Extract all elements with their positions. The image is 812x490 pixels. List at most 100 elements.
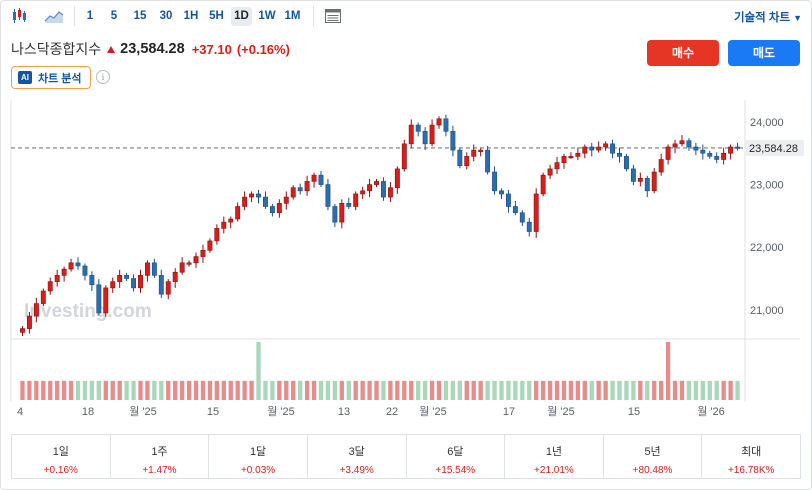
candle-body <box>75 262 81 267</box>
sell-button[interactable]: 매도 <box>728 40 800 66</box>
candle-body <box>582 146 588 154</box>
table-view-icon[interactable] <box>324 7 342 25</box>
tf-5[interactable]: 5 <box>110 10 118 22</box>
x-tick-label: 22 <box>386 406 398 418</box>
price-chart[interactable]: Investing.com 24,000 23,000 22,000 21,000 23,… <box>0 100 812 430</box>
volume-bar <box>728 380 733 400</box>
perf-3m[interactable]: 3달 +3.49% <box>308 435 407 478</box>
tf-5h[interactable]: 5H <box>209 10 224 22</box>
perf-label: 5년 <box>644 446 661 458</box>
x-tick-label: 18 <box>82 406 94 418</box>
volume-bar <box>388 380 393 400</box>
tf-30[interactable]: 30 <box>159 10 173 22</box>
tf-1[interactable]: 1 <box>86 10 94 22</box>
volume-bar <box>679 380 685 400</box>
perf-6m[interactable]: 6달 +15.54% <box>407 435 506 478</box>
candle-body <box>721 152 727 160</box>
volume-bar <box>721 380 726 400</box>
candle-body <box>311 174 317 182</box>
ai-badge: AI <box>18 71 32 84</box>
candle-body <box>381 181 386 198</box>
candle-body <box>401 143 407 170</box>
tf-1w[interactable]: 1W <box>258 10 276 22</box>
volume-bar <box>325 380 331 400</box>
volume-bar <box>55 380 60 400</box>
perf-label: 6달 <box>447 446 464 458</box>
chart-toolbar: 1 5 15 30 1H 5H 1D 1W 1M 기술적 차트 ▼ <box>0 0 812 32</box>
candle-body <box>492 171 498 192</box>
tf-1m[interactable]: 1M <box>284 10 301 22</box>
x-tick-label: 15 <box>207 406 219 418</box>
perf-5y[interactable]: 5년 +80.48% <box>604 435 703 478</box>
ai-chart-analysis-button[interactable]: AI 차트 분석 <box>11 66 91 89</box>
perf-1d[interactable]: 1일 +0.16% <box>12 435 111 478</box>
x-tick-label: 13 <box>338 406 350 418</box>
perf-max[interactable]: 최대 +16.78K% <box>702 435 800 478</box>
candle-body <box>575 152 581 157</box>
tf-15[interactable]: 15 <box>133 10 147 22</box>
candle-body <box>96 284 102 314</box>
volume-bar <box>665 342 671 400</box>
x-tick-label: 월 '25 <box>129 405 157 418</box>
buy-button[interactable]: 매수 <box>647 40 719 66</box>
candle-body <box>290 187 296 198</box>
candle-body <box>464 156 470 167</box>
perf-1m[interactable]: 1달 +0.03% <box>209 435 308 478</box>
candle-body <box>693 146 699 151</box>
volume-bar <box>589 380 594 400</box>
tf-1h[interactable]: 1H <box>183 10 199 22</box>
candle-body <box>672 143 678 148</box>
candle-body <box>54 275 60 282</box>
volume-bar <box>159 380 164 400</box>
candle-body <box>207 240 213 251</box>
x-tick-label: 4 <box>17 406 23 418</box>
volume-bar <box>547 380 553 400</box>
candle-body <box>297 187 303 192</box>
candle-body <box>568 156 574 159</box>
info-icon[interactable]: i <box>96 70 110 84</box>
volume-bar <box>318 380 324 400</box>
volume-bar <box>186 380 192 400</box>
volume-bar <box>409 380 414 400</box>
candle-body <box>658 159 664 173</box>
candle-body <box>40 290 46 304</box>
volume-bar <box>700 380 705 400</box>
candle-body <box>283 196 289 204</box>
volume-bar <box>346 380 351 400</box>
volume-bar <box>568 380 574 400</box>
tf-1d[interactable]: 1D <box>231 7 252 26</box>
x-tick-label: 월 '25 <box>267 405 295 418</box>
perf-1w[interactable]: 1주 +1.47% <box>111 435 210 478</box>
perf-label: 1일 <box>52 446 69 458</box>
candle-body <box>269 206 275 214</box>
candle-body <box>214 228 220 242</box>
candle-body <box>346 203 352 207</box>
x-tick-label: 월 '25 <box>419 405 447 418</box>
price-change: +37.10 <box>191 41 232 57</box>
candle-body <box>68 262 74 270</box>
volume-bar <box>304 380 310 400</box>
volume-bar <box>339 380 344 400</box>
candle-body <box>179 262 185 273</box>
perf-value: +0.03% <box>240 465 276 476</box>
candlestick-chart-icon[interactable] <box>10 7 28 25</box>
perf-1y[interactable]: 1년 +21.01% <box>505 435 604 478</box>
volume-bar <box>27 380 32 400</box>
candle-body <box>304 181 310 192</box>
candle-body <box>540 174 546 195</box>
perf-value: +80.48% <box>632 465 673 476</box>
volume-bar <box>610 380 615 400</box>
watermark: Investing.com <box>24 301 152 322</box>
volume-bar <box>193 380 199 400</box>
volume-bar <box>228 380 233 400</box>
technical-chart-link[interactable]: 기술적 차트 ▼ <box>734 9 802 25</box>
volume-bar <box>145 380 150 400</box>
volume-bar <box>652 380 657 400</box>
volume-bar <box>381 380 386 400</box>
volume-bar <box>214 380 220 400</box>
area-chart-icon[interactable] <box>44 7 64 25</box>
volume-bar <box>61 380 67 400</box>
candle-body <box>82 265 88 276</box>
price-change-pct: (+0.16%) <box>236 41 290 57</box>
y-tick-label: 23,000 <box>750 180 784 192</box>
